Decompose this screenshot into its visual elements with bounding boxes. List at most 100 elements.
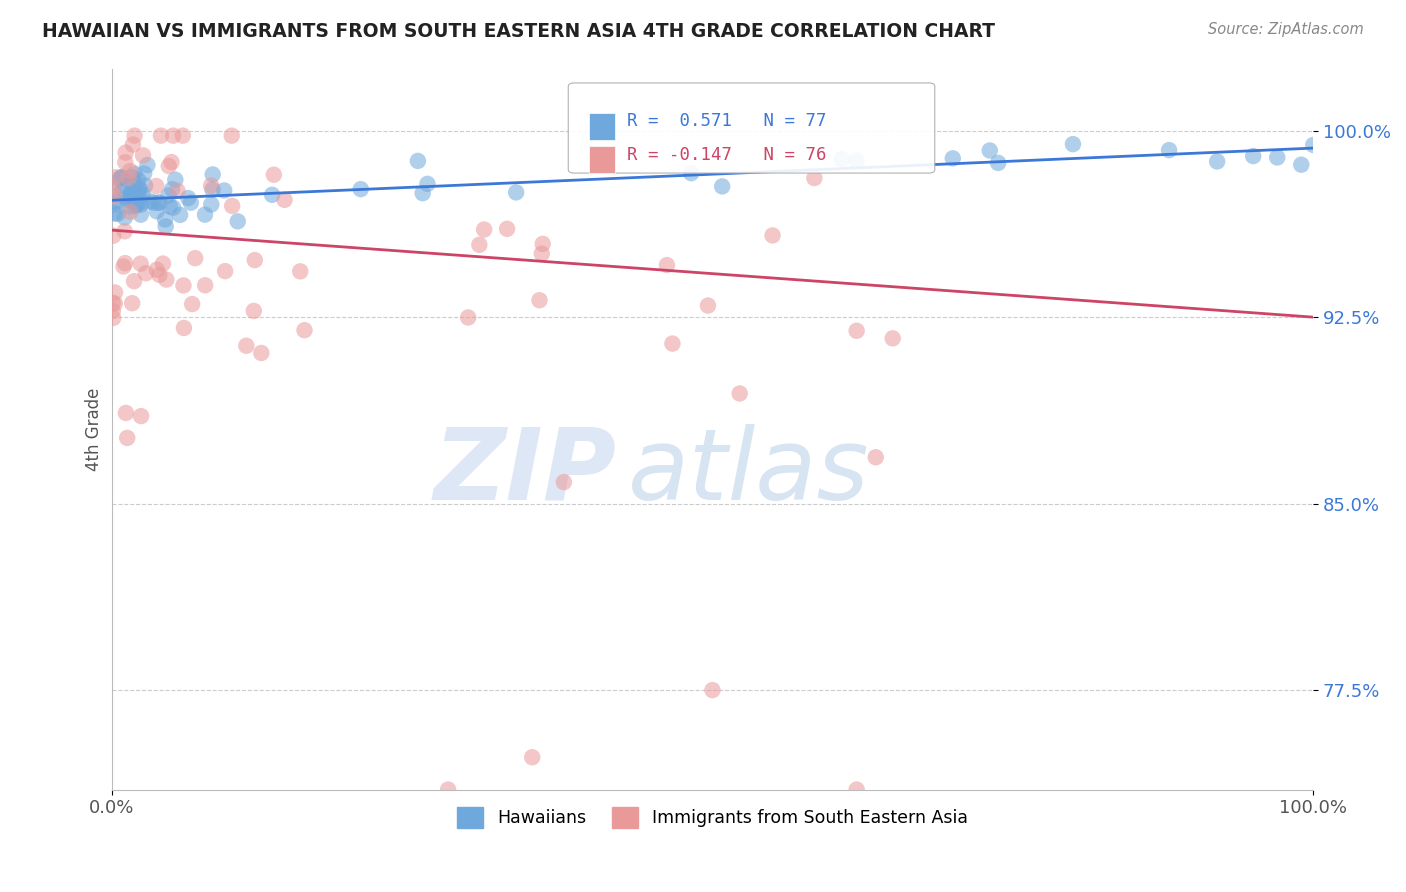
- Point: [226, 214, 249, 228]
- Point: [294, 323, 316, 337]
- Text: R =  0.571   N = 77: R = 0.571 N = 77: [627, 112, 827, 130]
- Point: [148, 268, 170, 282]
- Point: [114, 145, 136, 160]
- Point: [201, 168, 224, 182]
- Point: [221, 199, 243, 213]
- Point: [125, 195, 148, 210]
- Text: HAWAIIAN VS IMMIGRANTS FROM SOUTH EASTERN ASIA 4TH GRADE CORRELATION CHART: HAWAIIAN VS IMMIGRANTS FROM SOUTH EASTER…: [42, 22, 995, 41]
- Point: [103, 310, 125, 325]
- Point: [263, 168, 285, 182]
- Point: [350, 182, 373, 196]
- Point: [134, 167, 156, 181]
- Point: [655, 258, 678, 272]
- Point: [165, 172, 187, 186]
- Point: [987, 156, 1010, 170]
- Point: [142, 195, 165, 210]
- Point: [111, 170, 134, 185]
- Point: [681, 166, 703, 180]
- Point: [882, 331, 904, 345]
- Point: [120, 186, 142, 201]
- Point: [530, 246, 553, 260]
- Point: [149, 128, 172, 143]
- Point: [155, 219, 177, 234]
- Point: [114, 155, 136, 169]
- Point: [728, 386, 751, 401]
- Point: [111, 183, 134, 197]
- Point: [103, 228, 125, 243]
- Point: [157, 159, 180, 173]
- Point: [250, 346, 273, 360]
- Point: [118, 200, 141, 214]
- Text: R = -0.147   N = 76: R = -0.147 N = 76: [627, 145, 827, 163]
- Point: [108, 171, 131, 186]
- Point: [103, 189, 125, 203]
- Point: [124, 199, 146, 213]
- Point: [104, 170, 127, 185]
- Point: [1265, 150, 1288, 164]
- Point: [697, 299, 720, 313]
- Point: [180, 195, 202, 210]
- Point: [112, 260, 135, 274]
- Point: [153, 212, 176, 227]
- Point: [522, 750, 544, 764]
- Point: [101, 182, 124, 196]
- Point: [122, 274, 145, 288]
- Point: [181, 297, 204, 311]
- Point: [416, 177, 439, 191]
- Point: [145, 179, 167, 194]
- Point: [761, 228, 783, 243]
- Point: [114, 224, 136, 238]
- Point: [121, 170, 143, 185]
- Point: [127, 173, 149, 187]
- FancyBboxPatch shape: [589, 112, 614, 140]
- Point: [118, 171, 141, 186]
- Point: [128, 182, 150, 196]
- Point: [1241, 149, 1264, 163]
- Point: [122, 137, 145, 152]
- Point: [173, 321, 195, 335]
- Point: [221, 128, 243, 143]
- Point: [437, 782, 460, 797]
- Point: [115, 406, 138, 420]
- Point: [831, 152, 853, 166]
- Point: [1062, 137, 1084, 152]
- Point: [212, 184, 235, 198]
- Point: [865, 450, 887, 465]
- Point: [115, 431, 138, 445]
- Point: [124, 167, 146, 181]
- Point: [845, 782, 868, 797]
- Point: [104, 296, 127, 310]
- Point: [412, 186, 434, 201]
- Point: [114, 179, 136, 194]
- Point: [162, 128, 184, 143]
- Point: [194, 208, 217, 222]
- Point: [114, 256, 136, 270]
- Point: [117, 194, 139, 208]
- Point: [1291, 158, 1313, 172]
- Point: [702, 683, 724, 698]
- FancyBboxPatch shape: [589, 145, 614, 173]
- Point: [122, 185, 145, 199]
- Point: [184, 251, 207, 265]
- Point: [152, 257, 174, 271]
- Point: [120, 164, 142, 178]
- Point: [553, 475, 575, 489]
- Point: [101, 304, 124, 318]
- Point: [129, 409, 152, 423]
- Point: [262, 187, 284, 202]
- Point: [194, 278, 217, 293]
- Point: [160, 182, 183, 196]
- Point: [121, 296, 143, 310]
- Point: [146, 262, 169, 277]
- Point: [803, 171, 825, 186]
- Point: [124, 128, 146, 143]
- FancyBboxPatch shape: [568, 83, 935, 173]
- Point: [120, 205, 142, 219]
- Point: [1157, 143, 1180, 157]
- Point: [134, 178, 156, 193]
- Point: [169, 208, 191, 222]
- Point: [136, 158, 159, 172]
- Y-axis label: 4th Grade: 4th Grade: [86, 387, 103, 471]
- Point: [139, 194, 162, 209]
- Point: [129, 208, 152, 222]
